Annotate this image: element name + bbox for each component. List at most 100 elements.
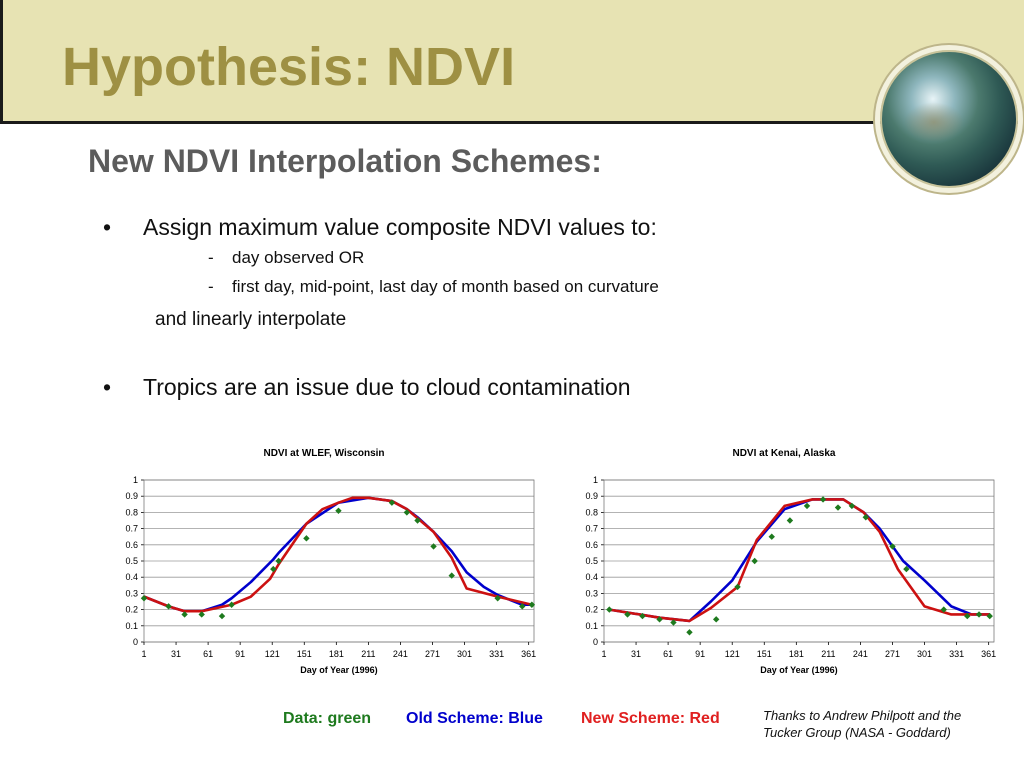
x-tick-label: 31 — [631, 649, 641, 659]
y-tick-label: 0.1 — [585, 621, 598, 631]
data-point — [270, 565, 277, 573]
x-tick-label: 121 — [725, 649, 740, 659]
series-line-1 — [143, 496, 532, 613]
chart-wisconsin: NDVI at WLEF, Wisconsin 0 0.1 0.2 0.3 0.4 0.5 0… — [100, 440, 550, 680]
data-point — [656, 616, 663, 623]
x-tick-label: 31 — [171, 649, 181, 659]
y-tick-label: 0.9 — [125, 491, 138, 501]
y-tick-label: 0.9 — [585, 491, 598, 501]
data-point — [624, 611, 631, 618]
sub-bullet-text: first day, mid-point, last day of month … — [232, 277, 659, 296]
sub-bullet-item: - day observed OR — [208, 248, 365, 267]
x-axis-label: Day of Year (1996) — [300, 665, 377, 675]
x-tick-label: 331 — [489, 649, 504, 659]
data-point — [275, 557, 282, 565]
legend-data: Data: green — [283, 710, 372, 727]
x-tick-label: 211 — [821, 649, 835, 659]
data-point — [414, 517, 421, 524]
data-point — [430, 543, 437, 550]
series-line-2 — [143, 496, 533, 613]
x-tick-label: 121 — [265, 649, 280, 659]
series-line-1 — [609, 498, 990, 623]
data-point — [494, 595, 501, 602]
y-tick-label: 0.6 — [585, 540, 598, 550]
chart-title: NDVI at WLEF, Wisconsin — [263, 448, 384, 459]
x-tick-label: 151 — [757, 649, 772, 659]
title-divider — [0, 121, 1024, 124]
data-point — [140, 595, 148, 602]
data-point — [448, 572, 455, 579]
plot-area — [143, 479, 535, 643]
y-tick-label: 0.6 — [125, 540, 138, 550]
y-tick-label: 0.4 — [585, 572, 598, 582]
x-tick-label: 61 — [203, 649, 213, 659]
chart-title: NDVI at Kenai, Alaska — [732, 448, 835, 459]
dash-icon: - — [208, 277, 214, 296]
data-point — [803, 502, 811, 510]
sub-bullet-text: day observed OR — [232, 248, 365, 267]
data-point — [751, 557, 758, 565]
y-tick-label: 0.8 — [125, 507, 138, 517]
sub-bullet-item: - first day, mid-point, last day of mont… — [208, 277, 659, 296]
x-tick-label: 361 — [521, 649, 536, 659]
globe-icon — [880, 50, 1018, 188]
data-point — [975, 611, 983, 618]
x-tick-label: 301 — [457, 649, 472, 659]
data-point — [606, 606, 613, 613]
bullet-icon: • — [103, 374, 112, 400]
y-tick-label: 0.3 — [585, 588, 598, 598]
bullet-text: Tropics are an issue due to cloud contam… — [143, 374, 631, 400]
slide-title: Hypothesis: NDVI — [62, 37, 516, 97]
data-point — [228, 601, 235, 608]
data-point — [862, 514, 869, 521]
x-tick-label: 91 — [695, 649, 705, 659]
y-tick-label: 0.4 — [125, 572, 138, 582]
chart-alaska-svg: NDVI at Kenai, Alaska 0 0.1 0.2 0.3 0.4 0.5 0.6… — [585, 448, 996, 675]
x-tick-label: 301 — [917, 649, 932, 659]
title-band — [0, 0, 1024, 121]
x-tick-label: 1 — [601, 649, 606, 659]
data-point — [528, 601, 536, 608]
data-point — [712, 616, 720, 623]
data-point — [303, 535, 310, 542]
x-tick-label: 181 — [789, 649, 804, 659]
credit-note: Thanks to Andrew Philpott and the Tucker… — [763, 708, 962, 740]
data-point — [218, 612, 226, 620]
dash-icon: - — [208, 248, 214, 267]
y-tick-label: 0.2 — [585, 605, 598, 615]
x-tick-label: 241 — [853, 649, 868, 659]
y-tick-label: 0.7 — [125, 524, 138, 534]
bullet-icon: • — [103, 214, 112, 240]
x-tick-label: 61 — [663, 649, 673, 659]
y-tick-label: 0.2 — [125, 605, 138, 615]
legend-new-scheme: New Scheme: Red — [581, 710, 720, 727]
y-tick-label: 0.8 — [585, 507, 598, 517]
y-tick-label: 0.3 — [125, 588, 138, 598]
left-rule — [0, 0, 3, 121]
x-tick-label: 241 — [393, 649, 408, 659]
data-point — [819, 496, 827, 503]
x-tick-label: 331 — [949, 649, 964, 659]
bullet-text: Assign maximum value composite NDVI valu… — [143, 214, 657, 240]
y-tick-label: 0.1 — [125, 621, 138, 631]
y-tick-label: 0 — [593, 637, 598, 647]
data-point — [388, 499, 396, 506]
x-tick-label: 91 — [235, 649, 245, 659]
data-point — [165, 603, 172, 610]
x-tick-label: 271 — [425, 649, 440, 659]
y-tick-label: 0.5 — [585, 556, 598, 566]
data-point — [848, 502, 856, 510]
data-point — [834, 504, 842, 511]
chart-alaska: NDVI at Kenai, Alaska 0 0.1 0.2 0.3 0.4 0.5 0.6… — [560, 440, 1010, 680]
bullet-item: • Assign maximum value composite NDVI va… — [103, 214, 657, 240]
slide-subtitle: New NDVI Interpolation Schemes: — [88, 143, 602, 179]
chart-wisconsin-svg: NDVI at WLEF, Wisconsin 0 0.1 0.2 0.3 0.4 0.5 0… — [125, 448, 536, 675]
y-tick-label: 0.7 — [585, 524, 598, 534]
data-point — [786, 517, 794, 524]
data-point — [734, 583, 741, 591]
y-tick-label: 0.5 — [125, 556, 138, 566]
continuation-text: and linearly interpolate — [155, 309, 347, 330]
y-tick-label: 1 — [593, 475, 598, 485]
plot-area — [603, 479, 995, 643]
x-axis-label: Day of Year (1996) — [760, 665, 837, 675]
